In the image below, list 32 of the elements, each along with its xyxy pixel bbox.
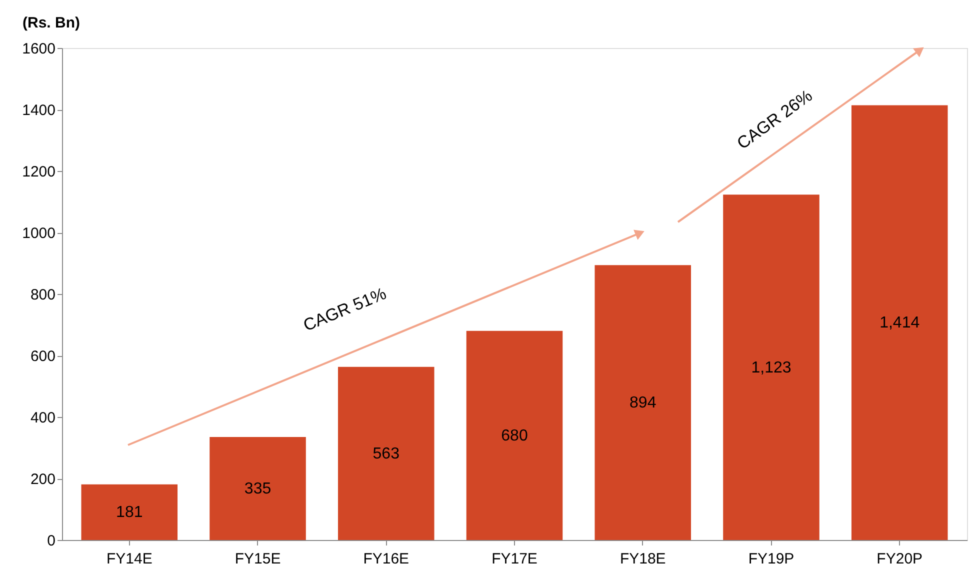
data-label: 1,414	[880, 314, 920, 332]
x-tick-label: FY16E	[363, 550, 410, 568]
bar	[851, 105, 948, 540]
data-label: 680	[501, 427, 528, 444]
bar	[723, 194, 820, 540]
y-axis-title: (Rs. Bn)	[22, 14, 80, 32]
data-label: 563	[372, 445, 400, 462]
x-tick-label: FY19P	[748, 550, 794, 568]
data-label: 181	[116, 504, 143, 522]
y-tick-label: 800	[30, 286, 56, 304]
y-tick-label: 1000	[22, 225, 56, 242]
bar	[338, 366, 434, 540]
annotation: CAGR 51%	[300, 284, 390, 336]
bar	[210, 436, 306, 540]
x-tick-label: FY18E	[620, 550, 666, 568]
bar	[466, 330, 563, 540]
y-tick-label: 1600	[22, 40, 56, 58]
y-tick-label: 400	[30, 410, 56, 426]
x-tick-label: FY17E	[492, 550, 538, 568]
bar	[594, 265, 692, 540]
y-tick-label: 0	[47, 532, 56, 550]
x-tick-label: FY15E	[234, 550, 281, 568]
x-tick-label: FY14E	[106, 550, 152, 568]
data-label: 894	[630, 394, 656, 412]
y-tick-label: 1400	[22, 102, 56, 119]
bar	[81, 484, 178, 540]
data-label: 335	[244, 480, 272, 498]
y-tick-label: 200	[30, 471, 56, 488]
y-tick-label: 600	[30, 348, 56, 365]
x-tick-label: FY20P	[876, 550, 923, 568]
data-label: 1,123	[751, 359, 792, 376]
y-tick-label: 1200	[22, 164, 56, 180]
